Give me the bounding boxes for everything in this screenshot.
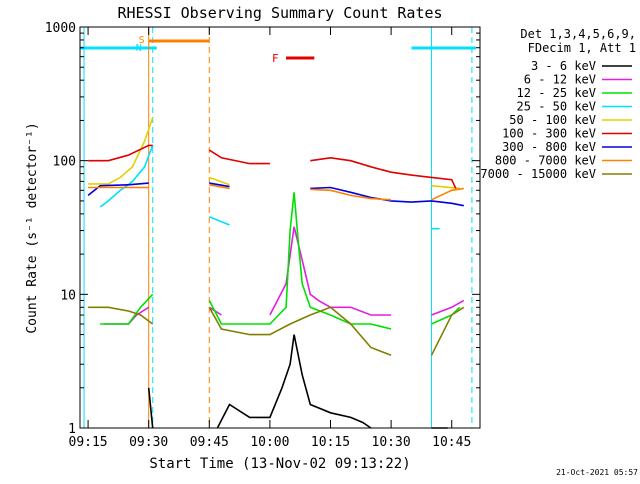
legend-header-line-2: FDecim 1, Att 1 (528, 41, 636, 55)
series-line-4-part-1 (209, 176, 230, 186)
flare-label: F (272, 52, 279, 65)
series-line-1-part-2 (269, 226, 392, 316)
series-line-7-part-4 (431, 187, 464, 201)
chart-title: RHESSI Observing Summary Count Rates (117, 4, 442, 22)
footer-timestamp: 21-Oct-2021 05:57 (556, 468, 638, 477)
series-line-0-part-1 (216, 334, 372, 429)
y-tick-label-3: 1000 (45, 21, 76, 36)
series-line-6-part-0 (87, 182, 149, 197)
legend-label-7: 800 - 7000 keV (495, 154, 596, 168)
series-line-3-part-0 (99, 145, 154, 208)
series-line-5-part-2 (310, 156, 457, 189)
y-tick-label-0: 1 (68, 422, 76, 437)
series-line-7-part-1 (209, 184, 230, 190)
y-tick-label-2: 100 (53, 155, 76, 170)
x-axis-label: Start Time (13-Nov-02 09:13:22) (149, 456, 410, 472)
series-line-8-part-2 (430, 306, 465, 356)
x-tick-label-6: 10:45 (432, 435, 471, 450)
legend-label-6: 300 - 800 keV (502, 140, 596, 154)
legend-label-4: 50 - 100 keV (509, 113, 596, 127)
series-line-8-part-1 (208, 306, 392, 357)
y-axis-label: Count Rate (s⁻¹ detector⁻¹) (25, 122, 40, 333)
legend-label-1: 6 - 12 keV (524, 73, 596, 87)
x-tick-label-0: 09:15 (69, 435, 108, 450)
legend-label-2: 12 - 25 keV (517, 86, 596, 100)
legend-label-8: 7000 - 15000 keV (480, 167, 596, 181)
x-tick-label-1: 09:30 (129, 435, 168, 450)
series-line-5-part-0 (88, 144, 153, 162)
series-line-0-part-0 (147, 387, 154, 429)
legend-header-line-1: Det 1,3,4,5,6,9, (520, 27, 636, 41)
x-tick-label-3: 10:00 (250, 435, 289, 450)
x-tick-label-4: 10:15 (311, 435, 350, 450)
x-tick-label-5: 10:30 (372, 435, 411, 450)
legend-label-0: 3 - 6 keV (531, 59, 596, 73)
series-line-4-part-0 (88, 117, 154, 185)
x-tick-label-2: 09:45 (190, 435, 229, 450)
legend-label-5: 100 - 300 keV (502, 127, 596, 141)
series-line-6-part-3 (310, 186, 464, 207)
series-line-2-part-0 (100, 293, 154, 325)
series-line-3-part-1 (208, 216, 230, 226)
series-line-5-part-1 (208, 149, 270, 165)
legend-label-3: 25 - 50 keV (517, 100, 596, 114)
series-line-6-part-1 (209, 182, 230, 188)
series-line-7-part-3 (310, 188, 392, 201)
series-line-1-part-3 (431, 299, 465, 316)
plot-frame (79, 26, 481, 429)
series-line-2-part-1 (208, 192, 392, 330)
y-tick-label-1: 10 (60, 288, 76, 303)
series-line-8-part-0 (88, 306, 154, 325)
night-label: N (136, 43, 142, 54)
saa-label: S (139, 35, 145, 46)
